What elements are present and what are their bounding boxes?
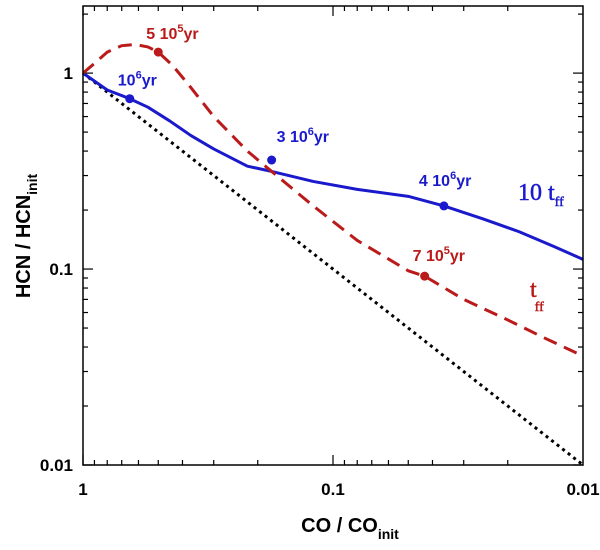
x-tick-label: 0.1 — [321, 480, 345, 499]
series-line-reference — [82, 71, 584, 467]
data-marker — [153, 47, 163, 57]
marker-label: 4 106yr — [419, 170, 471, 190]
series-label-10tff: 10 tff — [518, 180, 564, 210]
x-tick-label: 0.01 — [566, 480, 599, 499]
series-group — [82, 42, 584, 467]
marker-label: 106yr — [118, 70, 157, 90]
y-tick-label: 1 — [64, 64, 73, 83]
series-line-10-t-ff — [82, 71, 584, 261]
marker-label: 7 105yr — [413, 245, 465, 265]
series-line-t-ff — [82, 42, 584, 358]
x-axis-title: CO / COinit — [301, 515, 399, 542]
tick-labels: 1 0.1 0.01 1 0.1 0.01 — [40, 64, 600, 499]
x-tick-label: 1 — [78, 480, 87, 499]
marker-label: 5 105yr — [146, 23, 198, 43]
series-label-tff: t ff — [530, 277, 544, 315]
marker-label: 3 106yr — [277, 126, 329, 146]
data-marker — [125, 94, 135, 104]
markers-group: 106yr 3 106yr 4 106yr 5 105yr 7 105yr — [118, 23, 471, 281]
y-tick-label: 0.1 — [49, 260, 73, 279]
plot-frame — [82, 5, 584, 466]
data-marker — [439, 201, 449, 211]
y-axis-title: HCN / HCNinit — [13, 173, 40, 298]
data-marker — [267, 155, 277, 165]
y-tick-label: 0.01 — [40, 456, 73, 475]
axis-ticks — [82, 6, 583, 466]
data-marker — [420, 271, 430, 281]
